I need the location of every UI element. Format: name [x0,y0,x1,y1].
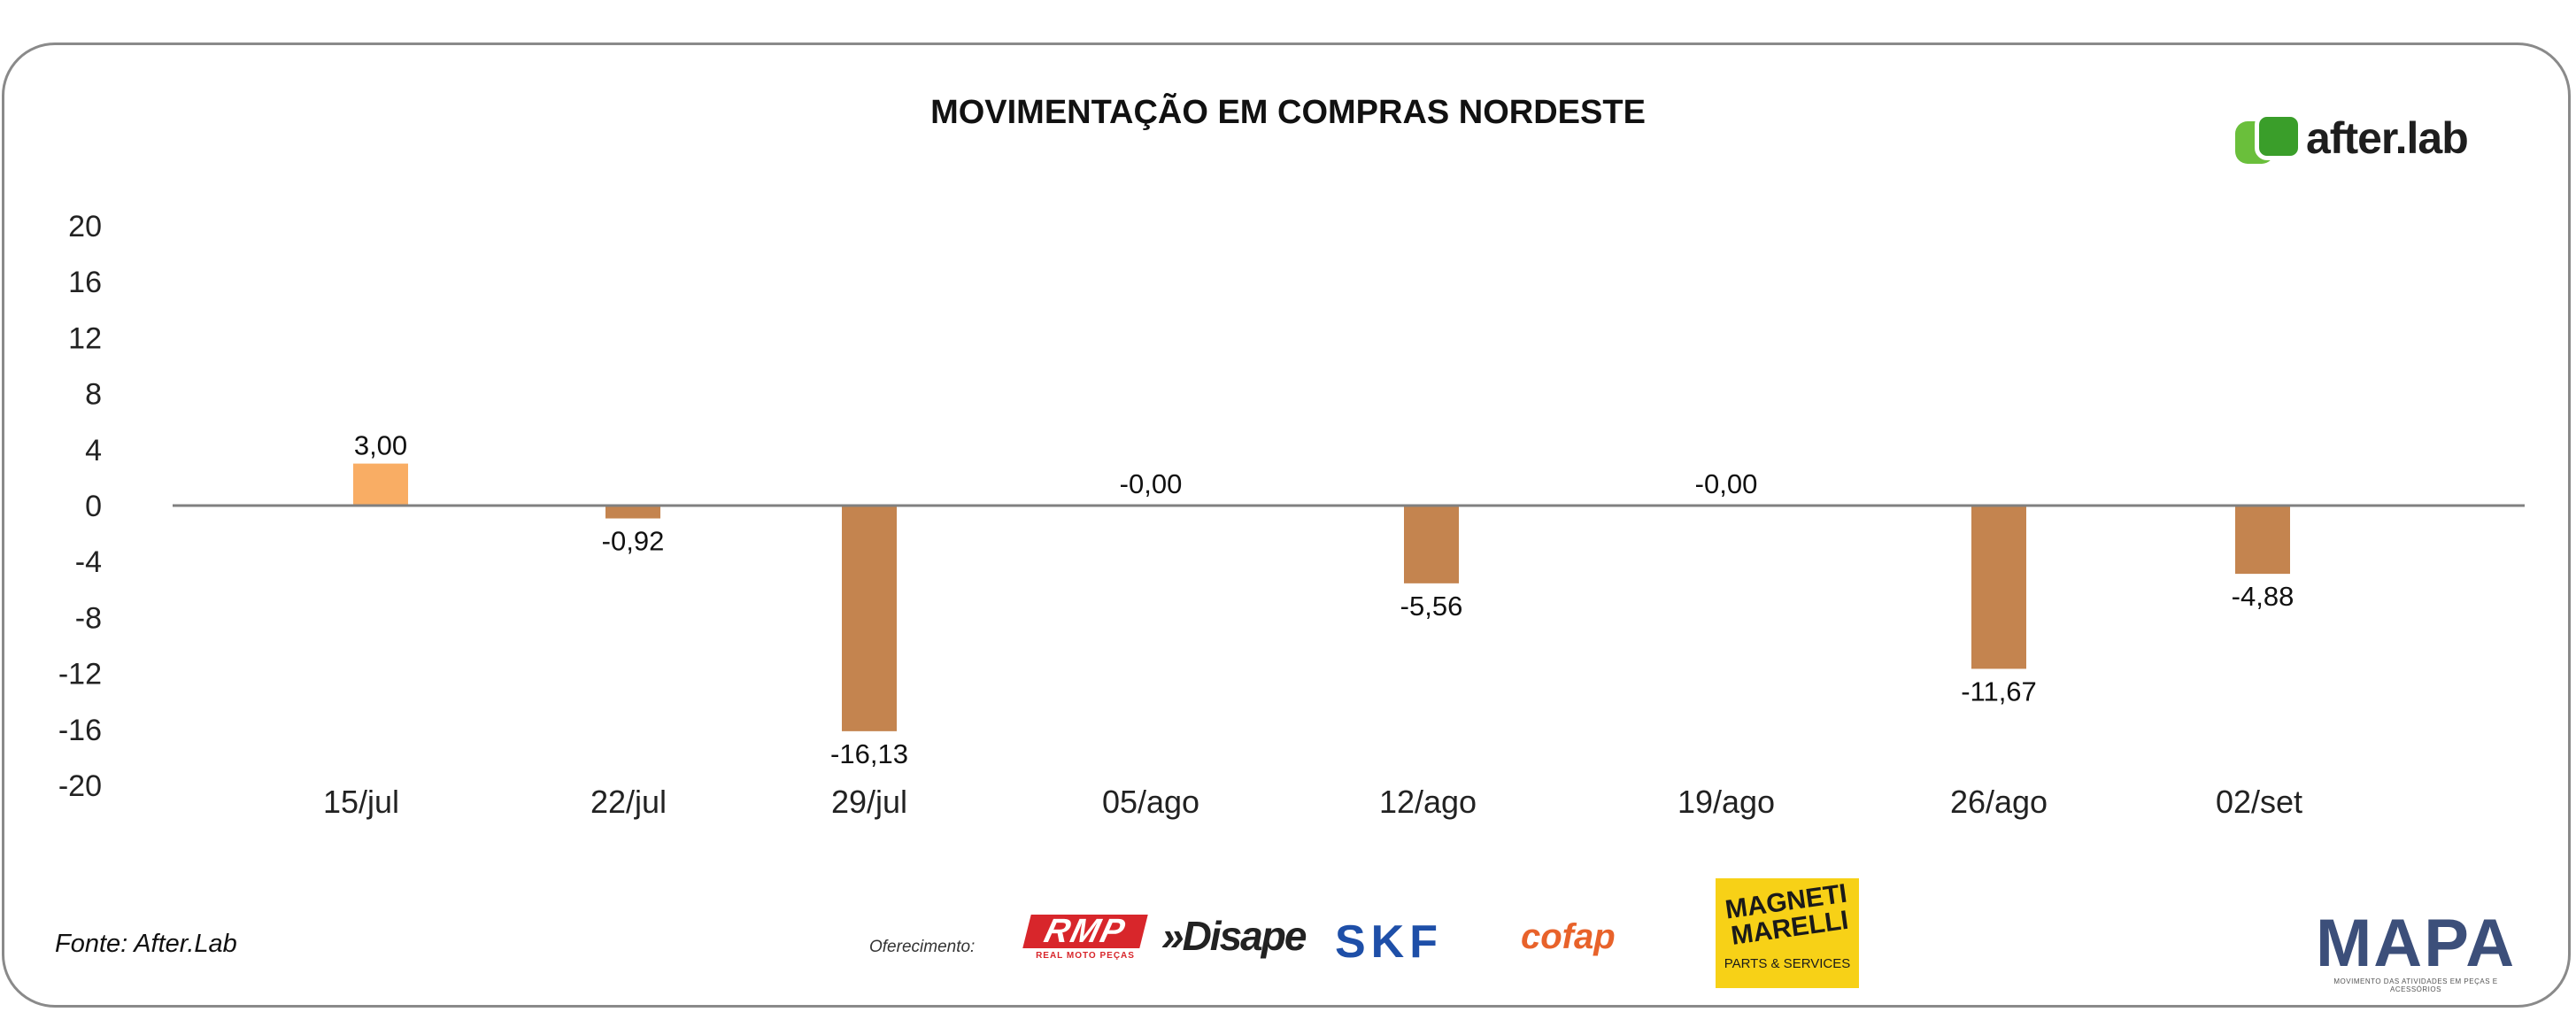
data-label: -0,92 [602,526,665,557]
bar [1404,506,1459,583]
mapa-logo: MAPA MOVIMENTO DAS ATIVIDADES EM PEÇAS E… [2316,906,2517,994]
magneti-marelli-logo-subtext: PARTS & SERVICES [1724,956,1851,971]
chart-card [2,42,2571,1008]
y-tick-label: 16 [68,266,102,299]
data-label: -5,56 [1400,591,1463,622]
cofap-logo: cofap [1521,917,1616,956]
data-label: 3,00 [354,430,407,461]
data-label: -4,88 [2232,581,2294,612]
disape-logo: »Disape [1161,913,1307,959]
y-tick-label: 12 [68,321,102,355]
rmp-logo-subtext: REAL MOTO PEÇAS [1036,951,1135,961]
afterlab-logo-icon [2235,112,2302,164]
y-tick-label: -8 [75,601,102,635]
rmp-logo-text: RMP [1022,913,1148,950]
bar [353,463,408,506]
x-category-label: 15/jul [323,784,399,820]
y-tick-label: 20 [68,210,102,243]
x-category-label: 12/ago [1379,784,1477,820]
y-tick-label: 4 [85,434,102,467]
afterlab-logo: after.lab [2235,112,2469,165]
y-tick-label: -4 [75,545,102,579]
skf-logo: SKF [1335,916,1443,968]
magneti-marelli-logo-text: MAGNETI MARELLI [1723,878,1851,951]
source-note: Fonte: After.Lab [55,930,237,958]
y-tick-label: -20 [58,769,102,803]
rmp-logo: RMP REAL MOTO PEÇAS [1022,913,1148,962]
sponsor-label: Oferecimento: [869,938,976,956]
x-category-label: 05/ago [1102,784,1199,820]
data-label: -0,00 [1695,468,1758,499]
x-category-label: 29/jul [831,784,907,820]
bar [1971,506,2026,669]
data-label: -0,00 [1120,468,1183,499]
bar [2235,506,2290,575]
chart-title: MOVIMENTAÇÃO EM COMPRAS NORDESTE [930,94,1646,131]
bar [842,506,897,731]
data-label: -16,13 [830,738,908,769]
x-category-label: 26/ago [1950,784,2048,820]
mapa-tagline: MOVIMENTO DAS ATIVIDADES EM PEÇAS E ACES… [2333,977,2498,993]
y-tick-label: 8 [85,378,102,412]
brand-name: after.lab [2306,113,2469,163]
x-category-label: 02/set [2216,784,2302,820]
y-tick-label: -12 [58,658,102,691]
magneti-marelli-logo: MAGNETI MARELLI PARTS & SERVICES [1716,878,1859,988]
data-label: -11,67 [1961,676,2037,707]
x-category-label: 19/ago [1677,784,1775,820]
y-tick-label: 0 [85,490,102,523]
bar [605,506,660,519]
x-category-label: 22/jul [590,784,667,820]
y-tick-label: -16 [58,714,102,747]
mapa-logo-text: MAPA [2316,906,2517,981]
